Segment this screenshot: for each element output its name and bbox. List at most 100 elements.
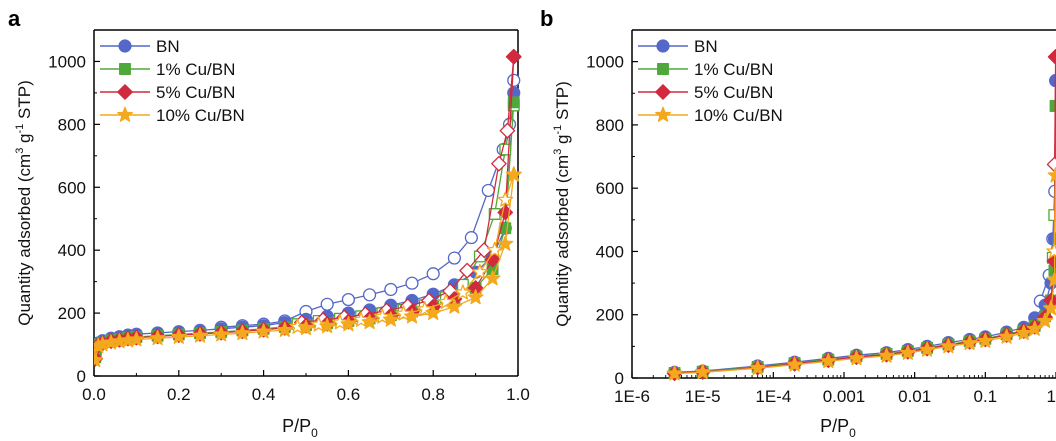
panel-label: b <box>540 6 553 31</box>
data-point-adsorption <box>361 313 378 330</box>
data-point-desorption <box>497 191 514 207</box>
data-point-desorption <box>481 183 495 198</box>
y-tick-label: 200 <box>596 306 624 325</box>
data-point-desorption <box>289 318 306 334</box>
data-point-adsorption <box>505 166 522 182</box>
x-tick-label: 0.4 <box>252 385 276 404</box>
data-point-adsorption <box>497 235 514 251</box>
data-point-desorption <box>499 122 516 139</box>
data-point-adsorption <box>919 341 936 357</box>
series-bn <box>94 73 521 361</box>
y-axis-label-sup1: 3 <box>552 149 564 155</box>
legend-label: 1% Cu/BN <box>156 60 235 79</box>
x-tick-label: 0.01 <box>898 387 931 406</box>
legend-item-10pct-cu-bn: 10% Cu/BN <box>638 106 783 125</box>
data-point-adsorption <box>1015 324 1032 340</box>
legend-marker <box>117 84 133 100</box>
data-point-adsorption <box>961 334 978 351</box>
x-tick-label: 0.2 <box>167 385 191 404</box>
data-point-desorption <box>1046 243 1056 259</box>
plot-area <box>94 48 522 368</box>
y-tick-label: 1000 <box>48 52 86 71</box>
legend-label: 10% Cu/BN <box>156 106 245 125</box>
data-point-adsorption <box>94 351 104 368</box>
x-tick-label: 0.6 <box>337 385 361 404</box>
y-axis-label-mid: g <box>15 133 34 147</box>
x-tick-label: 1E-4 <box>755 387 791 406</box>
x-tick-label: 0.8 <box>421 385 445 404</box>
y-tick-label: 1000 <box>586 53 624 72</box>
data-point-adsorption <box>382 311 399 327</box>
legend-item-bn: BN <box>638 37 718 56</box>
data-point-adsorption <box>899 344 916 360</box>
data-point-adsorption <box>255 323 272 339</box>
x-axis-label-sub: 0 <box>311 426 318 440</box>
x-axis-label-main: P/P <box>820 416 849 436</box>
legend-item-bn: BN <box>100 37 180 56</box>
y-tick-label: 800 <box>58 115 86 134</box>
x-tick-label: 1E-6 <box>614 387 650 406</box>
legend-label: 5% Cu/BN <box>694 83 773 102</box>
data-point-adsorption <box>213 326 230 342</box>
y-tick-label: 400 <box>58 241 86 260</box>
y-tick-label: 0 <box>77 367 86 386</box>
data-point-adsorption <box>276 321 293 337</box>
data-point-desorption <box>447 251 461 265</box>
data-point-desorption <box>454 284 471 300</box>
data-point-adsorption <box>848 350 865 366</box>
legend-marker <box>118 39 132 53</box>
data-point-desorption <box>363 288 377 302</box>
data-point-adsorption <box>319 317 336 334</box>
data-point-adsorption <box>786 356 803 372</box>
data-point-desorption <box>353 311 370 327</box>
legend-marker <box>657 63 669 75</box>
data-point-desorption <box>416 300 433 317</box>
data-point-adsorption <box>1047 49 1056 65</box>
data-point-adsorption <box>467 289 484 305</box>
series-line-adsorption <box>674 175 1056 375</box>
data-point-adsorption <box>128 331 145 347</box>
x-tick-label: 1E-5 <box>685 387 721 406</box>
series-5pct-cu-bn <box>94 48 522 367</box>
legend-label: 5% Cu/BN <box>156 83 235 102</box>
y-tick-label: 0 <box>615 369 624 388</box>
legend-marker <box>117 106 133 122</box>
x-axis-label: P/P0 <box>282 416 318 440</box>
y-axis-label: Quantity adsorbed (cm3 g-1 STP) <box>14 80 34 326</box>
legend-marker <box>119 63 131 75</box>
legend-marker <box>655 106 671 122</box>
legend-item-1pct-cu-bn: 1% Cu/BN <box>638 60 773 79</box>
panel-label: a <box>8 6 21 31</box>
data-point-desorption <box>437 293 454 309</box>
data-point-desorption <box>464 231 478 245</box>
data-point-adsorption <box>340 316 357 332</box>
legend-marker <box>655 84 671 100</box>
legend-item-1pct-cu-bn: 1% Cu/BN <box>100 60 235 79</box>
x-tick-label: 1.0 <box>506 385 530 404</box>
x-tick-label: 1 <box>1047 387 1056 406</box>
data-point-adsorption <box>998 328 1015 344</box>
legend-label: 10% Cu/BN <box>694 106 783 125</box>
data-point-adsorption <box>749 359 766 376</box>
data-point-desorption <box>341 292 355 307</box>
x-tick-label: 0.1 <box>974 387 998 406</box>
data-point-adsorption <box>878 347 895 363</box>
y-axis-label-suffix: STP) <box>553 81 572 124</box>
y-tick-label: 800 <box>596 116 624 135</box>
data-point-adsorption <box>149 329 166 346</box>
y-tick-label: 600 <box>596 179 624 198</box>
data-point-desorption <box>405 276 419 290</box>
data-point-adsorption <box>694 363 711 380</box>
data-point-desorption <box>459 262 475 279</box>
y-axis-label-sup1: 3 <box>14 148 26 154</box>
legend-label: BN <box>156 37 180 56</box>
data-point-desorption <box>471 263 488 280</box>
data-point-adsorption <box>666 365 683 381</box>
y-axis-label-sup2: -1 <box>14 124 26 134</box>
data-point-desorption <box>320 297 334 311</box>
y-tick-label: 200 <box>58 304 86 323</box>
x-axis-label-sub: 0 <box>849 426 856 440</box>
x-tick-label: 0.001 <box>823 387 866 406</box>
data-point-adsorption <box>1037 312 1054 328</box>
data-point-adsorption <box>1046 271 1056 287</box>
